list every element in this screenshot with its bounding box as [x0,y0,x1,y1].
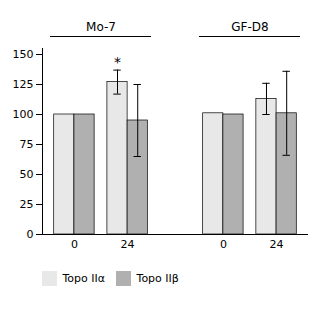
svg-text:25: 25 [20,198,34,211]
svg-text:50: 50 [20,168,34,181]
svg-text:125: 125 [13,78,34,91]
svg-text:GF-D8: GF-D8 [231,20,268,34]
svg-text:24: 24 [270,238,284,251]
svg-text:0: 0 [27,228,34,241]
svg-text:0: 0 [71,238,78,251]
svg-text:*: * [114,54,121,70]
html-text:Topo IIβ: Topo IIβ [136,272,179,285]
svg-text:100: 100 [13,108,34,121]
svg-text:24: 24 [121,238,135,251]
svg-text:150: 150 [13,48,34,61]
html-text:Topo IIα: Topo IIα [62,272,105,285]
svg-text:Mo-7: Mo-7 [86,20,116,34]
svg-text:0: 0 [220,238,227,251]
svg-text:75: 75 [20,138,34,151]
